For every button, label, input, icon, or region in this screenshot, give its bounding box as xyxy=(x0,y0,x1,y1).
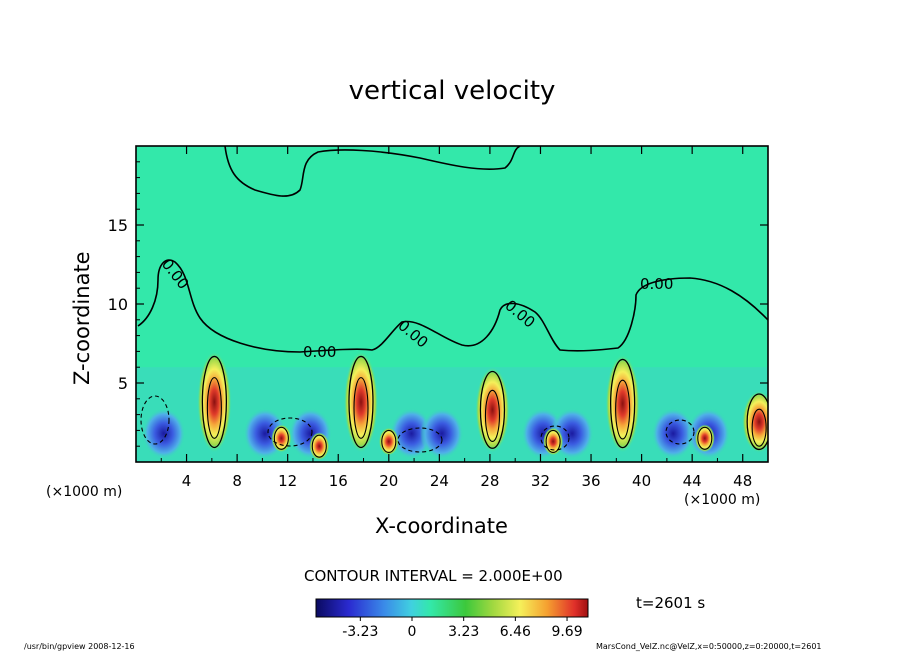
colorbar-ticks: -3.23 0 3.23 6.46 9.69 xyxy=(342,617,583,640)
footer-right: MarsCond_VelZ.nc@VelZ,x=0:50000,z=0:2000… xyxy=(596,642,822,651)
updraft-cell xyxy=(197,351,232,453)
x-tick-label: 12 xyxy=(278,472,297,490)
downdraft-cell xyxy=(141,407,186,460)
downdraft-cell xyxy=(389,407,434,460)
x-tick-label: 16 xyxy=(329,472,348,490)
small-updraft-contour xyxy=(273,426,289,450)
colorbar-tick-label: 9.69 xyxy=(551,624,582,640)
contour-layer xyxy=(137,146,768,458)
updraft-contour xyxy=(348,355,374,449)
updraft-cell xyxy=(343,351,378,453)
y-tick-label: 10 xyxy=(108,295,128,314)
colorbar xyxy=(315,598,589,618)
negative-contour-layer xyxy=(140,395,695,453)
updraft-contour xyxy=(353,377,369,439)
y-tick-label: 5 xyxy=(118,374,128,393)
contour-label: 0.00 xyxy=(303,343,336,361)
downdraft-cell xyxy=(419,407,464,460)
x-axis: 4 8 12 16 20 24 28 32 36 40 44 48 xyxy=(160,146,752,490)
updraft-contour xyxy=(746,393,768,451)
small-updraft-contour xyxy=(545,429,561,454)
x-unit-left: (×1000 m) xyxy=(46,484,123,500)
x-tick-label: 36 xyxy=(581,472,600,490)
colorbar-tick-label: 3.23 xyxy=(448,624,479,640)
x-tick-label: 44 xyxy=(683,472,702,490)
time-label: t=2601 s xyxy=(636,594,706,612)
y-axis-label: Z-coordinate xyxy=(70,251,94,385)
small-updraft-contour xyxy=(311,434,327,458)
y-axis: 5 10 15 xyxy=(108,161,768,447)
updraft-contour xyxy=(615,379,631,440)
x-tick-label: 8 xyxy=(232,472,242,490)
footer-left: /usr/bin/gpview 2008-12-16 xyxy=(24,642,135,651)
colorbar-tick-label: 0 xyxy=(408,624,417,640)
x-tick-label: 48 xyxy=(733,472,752,490)
x-tick-label: 24 xyxy=(430,472,449,490)
x-tick-label: 20 xyxy=(379,472,398,490)
x-tick-label: 40 xyxy=(632,472,651,490)
updraft-cell xyxy=(475,367,510,453)
downdraft-cell xyxy=(788,408,832,460)
x-axis-label: X-coordinate xyxy=(375,514,508,538)
colorbar-tick-label: 6.46 xyxy=(500,624,531,640)
x-tick-label: 28 xyxy=(480,472,499,490)
x-tick-label: 32 xyxy=(531,472,550,490)
contour-label: 0.00 xyxy=(640,275,673,293)
updraft-contour xyxy=(484,389,500,443)
updraft-contour xyxy=(751,408,767,447)
field-layer xyxy=(136,351,832,462)
colorbar-tick-label: -3.23 xyxy=(342,624,378,640)
contour-interval-label: CONTOUR INTERVAL = 2.000E+00 xyxy=(304,567,563,585)
updraft-contour xyxy=(479,370,506,449)
updraft-contour xyxy=(206,377,222,439)
updraft-contour xyxy=(201,355,228,449)
y-tick-label: 15 xyxy=(108,216,128,235)
small-updraft-contour xyxy=(697,426,713,450)
zero-contour-top xyxy=(224,146,521,197)
updraft-contour xyxy=(609,358,636,449)
small-updraft-contour xyxy=(381,429,397,454)
chart-title: vertical velocity xyxy=(348,76,556,106)
x-unit-right: (×1000 m) xyxy=(684,492,761,508)
x-tick-label: 4 xyxy=(182,472,192,490)
updraft-cell xyxy=(605,354,640,453)
zero-contour-upper-right xyxy=(137,259,768,353)
plot-field xyxy=(136,146,768,462)
